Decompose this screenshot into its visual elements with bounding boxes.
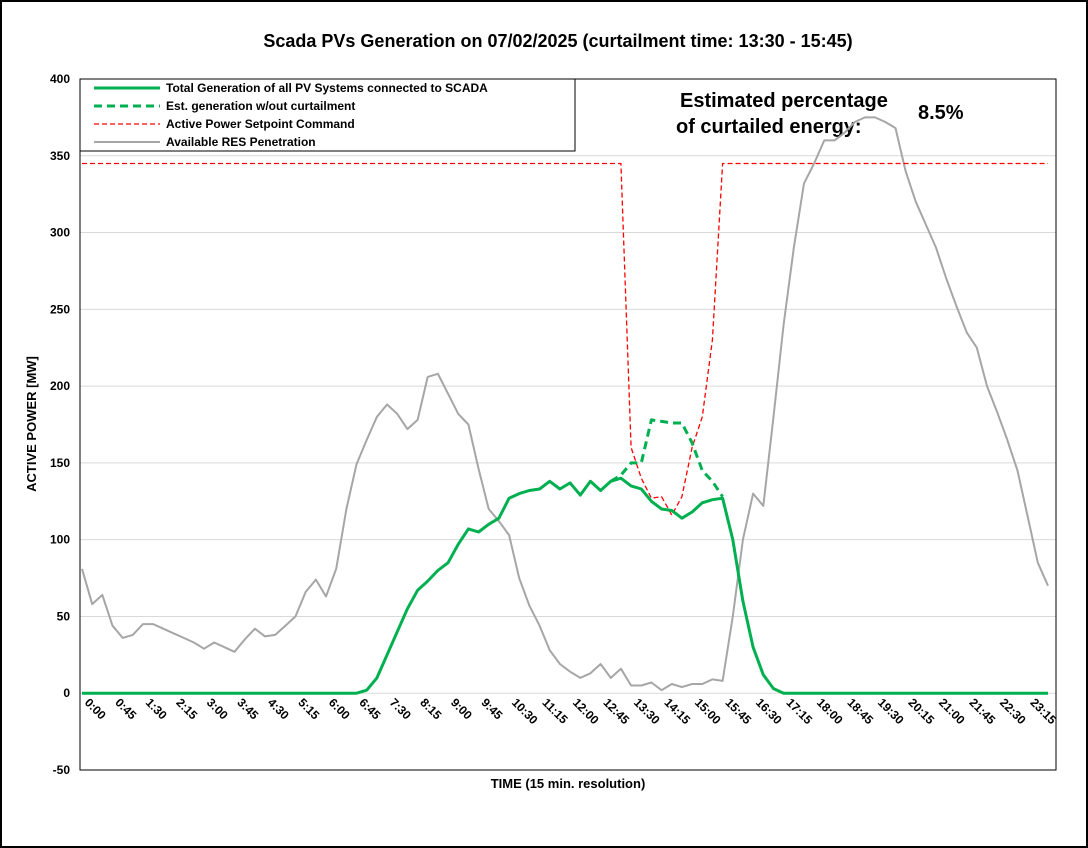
legend-label: Available RES Penetration — [166, 135, 316, 149]
x-axis-title: TIME (15 min. resolution) — [491, 776, 646, 791]
y-tick-label: 300 — [50, 226, 70, 240]
annotation: Estimated percentage — [680, 90, 888, 112]
y-tick-label: 250 — [50, 302, 70, 316]
legend-label: Total Generation of all PV Systems conne… — [166, 81, 488, 95]
legend: Total Generation of all PV Systems conne… — [79, 78, 576, 152]
y-tick-label: 0 — [63, 686, 70, 700]
y-axis-title: ACTIVE POWER [MW] — [24, 356, 39, 492]
y-tick-label: 200 — [50, 379, 70, 393]
chart-title: Scada PVs Generation on 07/02/2025 (curt… — [263, 31, 852, 51]
legend-label: Est. generation w/out curtailment — [166, 99, 355, 113]
annotation: 8.5% — [918, 102, 964, 124]
y-tick-label: 50 — [57, 609, 71, 623]
y-tick-label: 100 — [50, 533, 70, 547]
y-tick-label: -50 — [53, 763, 71, 777]
y-tick-label: 400 — [50, 72, 70, 86]
series-line — [81, 116, 1049, 692]
series-line — [82, 162, 1048, 516]
legend-label: Active Power Setpoint Command — [166, 117, 355, 131]
y-tick-label: 150 — [50, 456, 70, 470]
annotation: of curtailed energy: — [676, 116, 862, 138]
y-tick-label: 350 — [50, 149, 70, 163]
legend-box — [79, 78, 576, 152]
series-line — [82, 476, 1048, 695]
series-line — [610, 418, 724, 498]
